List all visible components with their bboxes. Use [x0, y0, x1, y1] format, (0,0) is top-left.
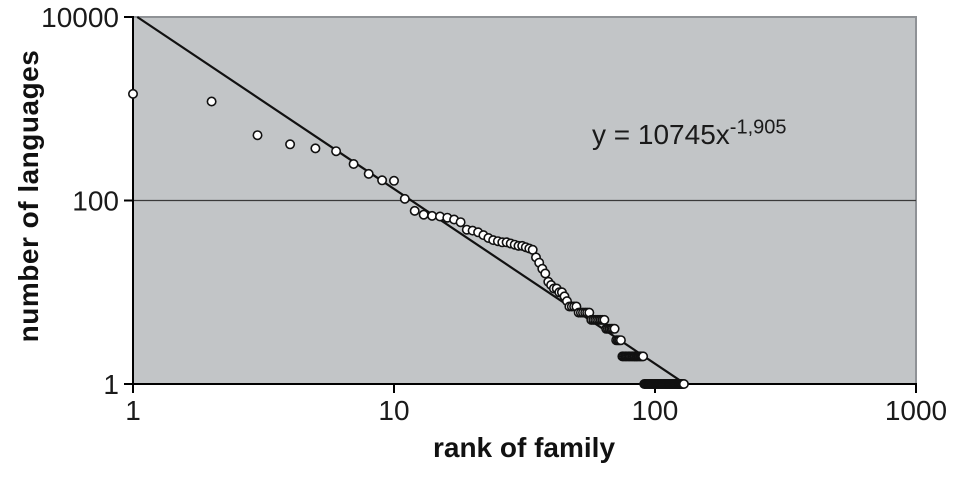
data-point — [599, 314, 610, 325]
data-point — [252, 130, 263, 141]
data-point — [331, 146, 342, 157]
data-point — [638, 351, 649, 362]
data-point — [206, 96, 217, 107]
data-point — [418, 209, 429, 220]
x-axis-title: rank of family — [432, 432, 616, 463]
y-axis-title: number of languages — [13, 49, 44, 343]
data-point — [409, 205, 420, 216]
data-point — [377, 175, 388, 186]
y-tick-label-10000: 10000 — [41, 2, 119, 33]
x-tick-label-1: 1 — [125, 395, 141, 426]
data-point — [455, 217, 466, 228]
equation-base: y = 10745x — [592, 119, 730, 150]
data-point — [310, 143, 321, 154]
data-point — [128, 88, 139, 99]
trendline-equation: y = 10745x-1,905 — [592, 116, 787, 151]
data-point — [285, 139, 296, 150]
y-tick-label-100: 100 — [72, 186, 119, 217]
data-point — [540, 268, 551, 279]
data-point — [615, 335, 626, 346]
data-point — [609, 323, 620, 334]
data-point — [678, 378, 689, 389]
x-tick-label-1000: 1000 — [885, 395, 947, 426]
data-point — [363, 168, 374, 179]
data-point — [399, 193, 410, 204]
data-point — [388, 175, 399, 186]
y-tick-label-1: 1 — [103, 369, 119, 400]
x-tick-label-100: 100 — [632, 395, 679, 426]
data-point — [348, 159, 359, 170]
x-tick-label-10: 10 — [378, 395, 409, 426]
equation-exponent: -1,905 — [729, 116, 787, 139]
